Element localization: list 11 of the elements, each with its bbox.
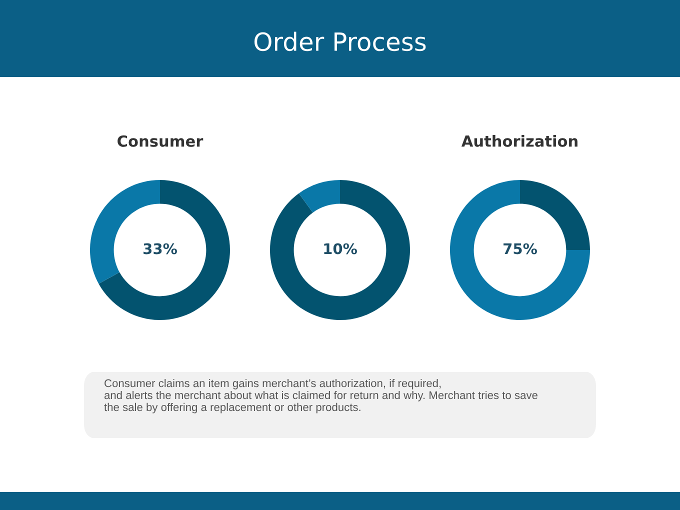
- text: 33%: [144, 243, 177, 254]
- chart-title: Consumer: [118, 135, 204, 147]
- chart-title: Authorization: [461, 135, 578, 147]
- donut-slice: [298, 180, 340, 213]
- donut-slice: [450, 180, 590, 320]
- donut-slice: [98, 180, 230, 320]
- donut-slice: [270, 180, 410, 320]
- text: 10%: [324, 243, 357, 254]
- text: 75%: [504, 243, 537, 254]
- text: Consumer claims an item gains merchant’s authorization, if required, and alerts the merchant about what is claimed for return and why. Merchant tries to save the sale by offering a replacement or other products.: [104, 379, 538, 414]
- text: Order Process: [254, 32, 426, 52]
